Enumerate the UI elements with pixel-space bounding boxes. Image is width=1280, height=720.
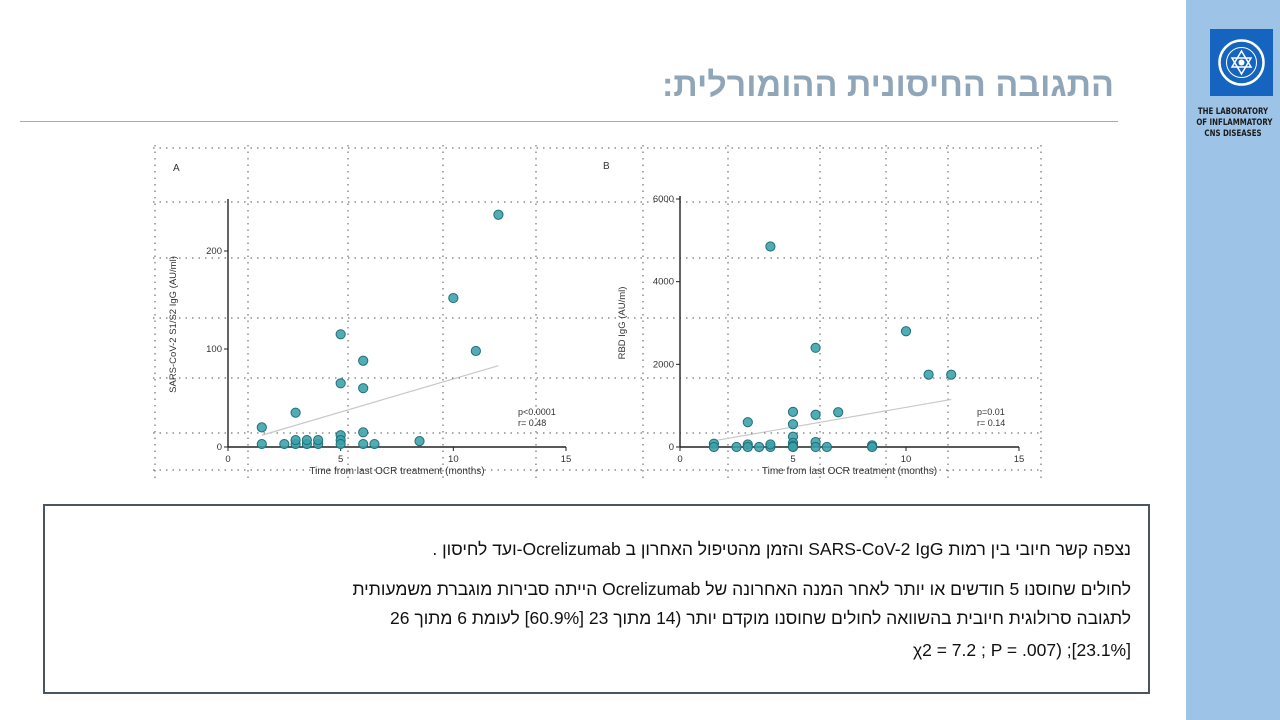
data-point — [900, 326, 912, 337]
data-point — [448, 292, 459, 304]
summary-line-2: לחולים שחוסנו 5 חודשים או יותר לאחר המנה… — [352, 579, 1131, 599]
data-point — [867, 441, 878, 453]
data-point — [369, 438, 380, 450]
x-axis-label: Time from last OCR treatment (months) — [309, 466, 484, 477]
data-point — [358, 355, 369, 366]
data-point — [923, 369, 934, 380]
stat-r-value: r= 0.14 — [977, 418, 1005, 428]
data-point — [358, 438, 369, 450]
data-point — [358, 383, 369, 394]
summary-line-4: [23.1%]; (χ2 = 7.2 ; P = .007 — [912, 640, 1131, 660]
y-tick-label: 0 — [217, 442, 222, 453]
y-tick-label: 100 — [206, 344, 222, 355]
data-point — [765, 241, 776, 252]
x-tick-label: 10 — [901, 454, 912, 465]
x-tick-label: 10 — [448, 454, 459, 465]
x-tick-label: 15 — [561, 454, 572, 465]
x-tick-label: 15 — [1014, 454, 1025, 465]
summary-line-1: נצפה קשר חיובי בין רמות SARS-CoV-2 IgG ו… — [432, 539, 1131, 559]
stat-p-value: p<0.0001 — [518, 407, 556, 417]
university-emblem-icon — [1210, 29, 1273, 96]
data-point — [313, 435, 324, 446]
data-point — [335, 329, 346, 340]
y-axis-label: SARS-CoV-2 S1/S2 IgG (AU/ml) — [168, 256, 179, 393]
lab-name-line: OF INFLAMMATORY — [1196, 118, 1273, 128]
data-point — [810, 441, 821, 453]
lab-name-line: THE LABORATORY — [1197, 107, 1269, 117]
stat-r-value: r= 0.48 — [518, 418, 546, 428]
data-point — [256, 438, 267, 450]
slide-title: התגובה החיסונית ההומורלית: — [661, 66, 1114, 104]
data-point — [742, 441, 753, 453]
data-point — [279, 438, 290, 450]
panel-letter: B — [603, 161, 610, 172]
data-point — [290, 407, 301, 418]
summary-line-3: לתגובה סרולוגית חיובית בהשוואה לחולים שח… — [390, 608, 1131, 628]
data-point — [414, 436, 425, 447]
y-tick-label: 0 — [669, 442, 674, 453]
data-point — [708, 441, 720, 453]
y-axis-label: RBD IgG (AU/ml) — [617, 287, 628, 360]
data-point — [358, 427, 369, 438]
y-tick-label: 6000 — [653, 194, 674, 205]
data-point — [493, 209, 504, 220]
trend-line — [261, 365, 499, 436]
data-point — [742, 417, 753, 428]
stat-p-value: p=0.01 — [977, 407, 1005, 417]
data-point — [256, 422, 267, 433]
data-point — [335, 438, 346, 450]
data-point — [301, 435, 312, 446]
x-tick-label: 5 — [790, 454, 795, 465]
summary-box: נצפה קשר חיובי בין רמות SARS-CoV-2 IgG ו… — [43, 504, 1150, 694]
data-point — [787, 441, 799, 453]
data-point — [470, 345, 481, 357]
scatter-figure: A 0 100 200 0 5 10 15 Time from last OCR treatme… — [148, 140, 1048, 485]
lab-name-line: CNS DISEASES — [1204, 129, 1262, 139]
data-point — [335, 378, 346, 389]
y-tick-label: 4000 — [653, 277, 674, 288]
data-point — [787, 419, 799, 430]
data-point — [290, 435, 301, 446]
data-point — [821, 441, 833, 453]
data-point — [754, 441, 765, 453]
data-point — [787, 406, 799, 417]
x-axis-label: Time from last OCR treatment (months) — [762, 466, 937, 477]
data-point — [833, 407, 844, 418]
lab-name: THE LABORATORY OF INFLAMMATORY CNS DISEA… — [1196, 107, 1273, 140]
sidebar: THE LABORATORY OF INFLAMMATORY CNS DISEA… — [1186, 0, 1280, 720]
x-tick-label: 5 — [338, 454, 343, 465]
y-tick-label: 200 — [206, 246, 222, 257]
x-tick-label: 0 — [677, 454, 682, 465]
data-point — [731, 441, 742, 453]
trend-line — [713, 398, 952, 442]
data-point — [810, 342, 821, 353]
panel-letter: A — [173, 163, 180, 174]
x-tick-label: 0 — [225, 454, 230, 465]
title-divider — [20, 121, 1118, 122]
data-point — [810, 409, 821, 420]
data-point — [946, 369, 957, 380]
y-tick-label: 2000 — [653, 359, 674, 370]
data-point — [765, 439, 776, 450]
